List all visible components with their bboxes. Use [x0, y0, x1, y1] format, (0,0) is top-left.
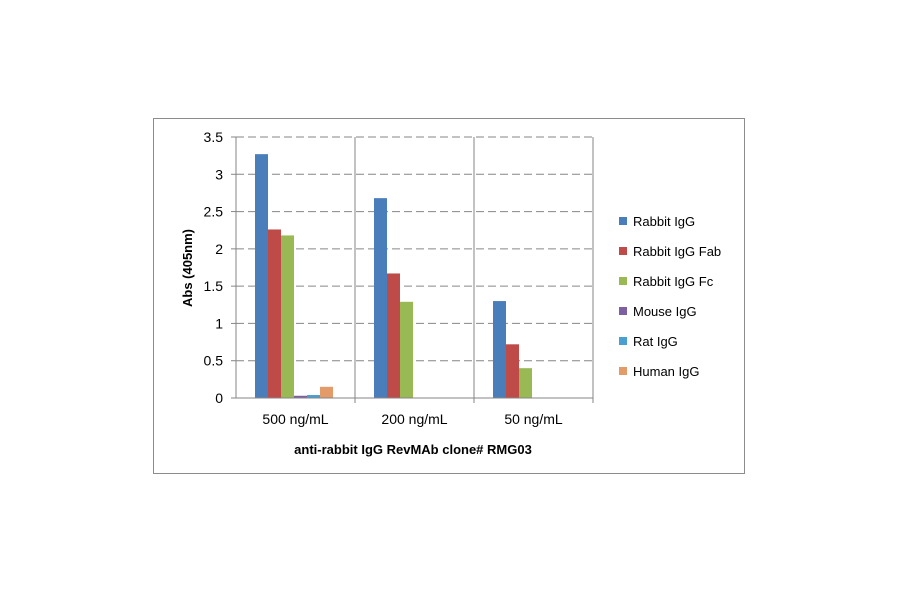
legend-label: Rat IgG: [633, 334, 678, 349]
legend-label: Rabbit IgG Fc: [633, 274, 714, 289]
bar: [493, 301, 506, 398]
x-tick-labels: 500 ng/mL 200 ng/mL 50 ng/mL: [262, 411, 562, 427]
bar: [320, 386, 333, 398]
y-tick-label: 3: [215, 166, 223, 182]
bar: [387, 273, 400, 398]
axes: [231, 136, 594, 403]
bar: [255, 154, 268, 398]
bar: [374, 198, 387, 398]
legend: Rabbit IgG Rabbit IgG Fab Rabbit IgG Fc Mou…: [619, 214, 721, 379]
y-tick-label: 0: [215, 390, 223, 406]
y-tick-label: 1: [215, 315, 223, 331]
y-tick-label: 2.5: [204, 204, 224, 220]
bar: [281, 235, 294, 398]
x-tick-label: 500 ng/mL: [262, 411, 328, 427]
legend-swatch: [619, 247, 627, 255]
legend-label: Mouse IgG: [633, 304, 697, 319]
bar: [519, 368, 532, 398]
bar: [506, 344, 519, 398]
y-tick-label: 1.5: [204, 278, 224, 294]
y-tick-label: 3.5: [204, 129, 224, 145]
legend-label: Rabbit IgG: [633, 214, 695, 229]
chart-frame: [153, 118, 745, 474]
legend-swatch: [619, 217, 627, 225]
x-tick-label: 50 ng/mL: [504, 411, 563, 427]
bar: [268, 229, 281, 398]
bar: [294, 395, 307, 398]
x-tick-label: 200 ng/mL: [381, 411, 447, 427]
legend-label: Rabbit IgG Fab: [633, 244, 721, 259]
legend-swatch: [619, 277, 627, 285]
y-tick-label: 0.5: [204, 353, 224, 369]
legend-swatch: [619, 337, 627, 345]
bars: [255, 154, 532, 398]
y-tick-label: 2: [215, 241, 223, 257]
legend-swatch: [619, 307, 627, 315]
bar: [400, 301, 413, 398]
legend-swatch: [619, 367, 627, 375]
bar: [307, 395, 320, 398]
legend-label: Human IgG: [633, 364, 699, 379]
y-axis-title: Abs (405nm): [180, 229, 195, 307]
y-tick-labels: 0 0.5 1 1.5 2 2.5 3 3.5: [204, 129, 224, 406]
x-axis-title: anti-rabbit IgG RevMAb clone# RMG03: [294, 442, 532, 457]
